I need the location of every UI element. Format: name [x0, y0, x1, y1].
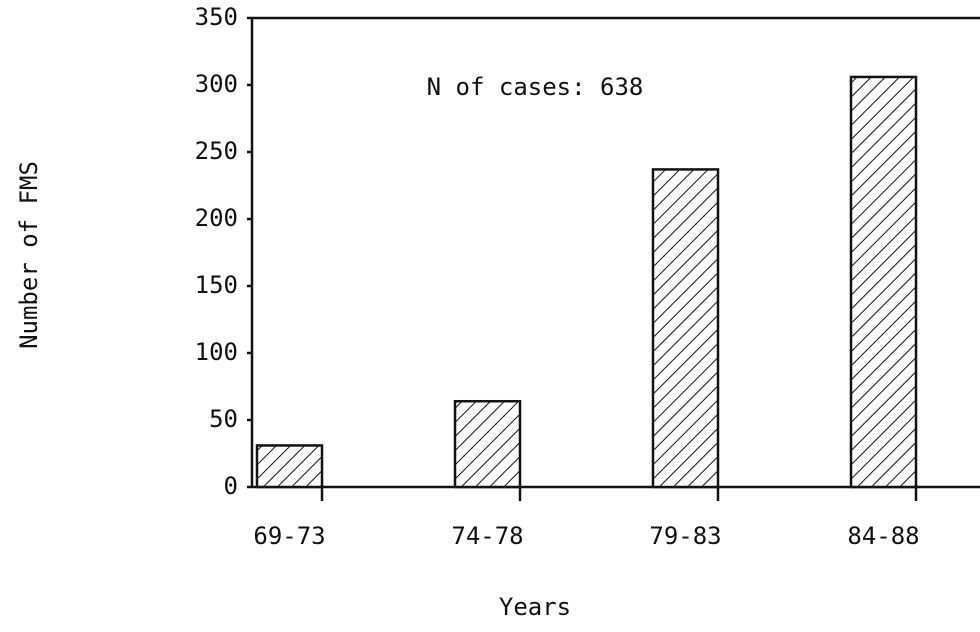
bar [849, 75, 918, 489]
x-tick-label: 84-88 [847, 522, 919, 550]
y-tick-label: 100 [195, 338, 238, 366]
y-tick-label: 250 [195, 137, 238, 165]
y-axis-label: Number of FMS [15, 161, 43, 349]
y-tick-label: 50 [209, 405, 238, 433]
bar [651, 168, 720, 489]
y-tick-label: 300 [195, 70, 238, 98]
x-axis-label: Years [499, 593, 571, 621]
x-tick-label: 74-78 [451, 522, 523, 550]
x-tick-label: 79-83 [649, 522, 721, 550]
y-tick-label: 350 [195, 3, 238, 31]
bar [453, 399, 522, 489]
annotation: N of cases: 638 [427, 73, 644, 101]
y-tick-label: 150 [195, 271, 238, 299]
y-tick-label: 0 [224, 472, 238, 500]
bar [255, 444, 324, 489]
y-tick-label: 200 [195, 204, 238, 232]
x-tick-label: 69-73 [253, 522, 325, 550]
